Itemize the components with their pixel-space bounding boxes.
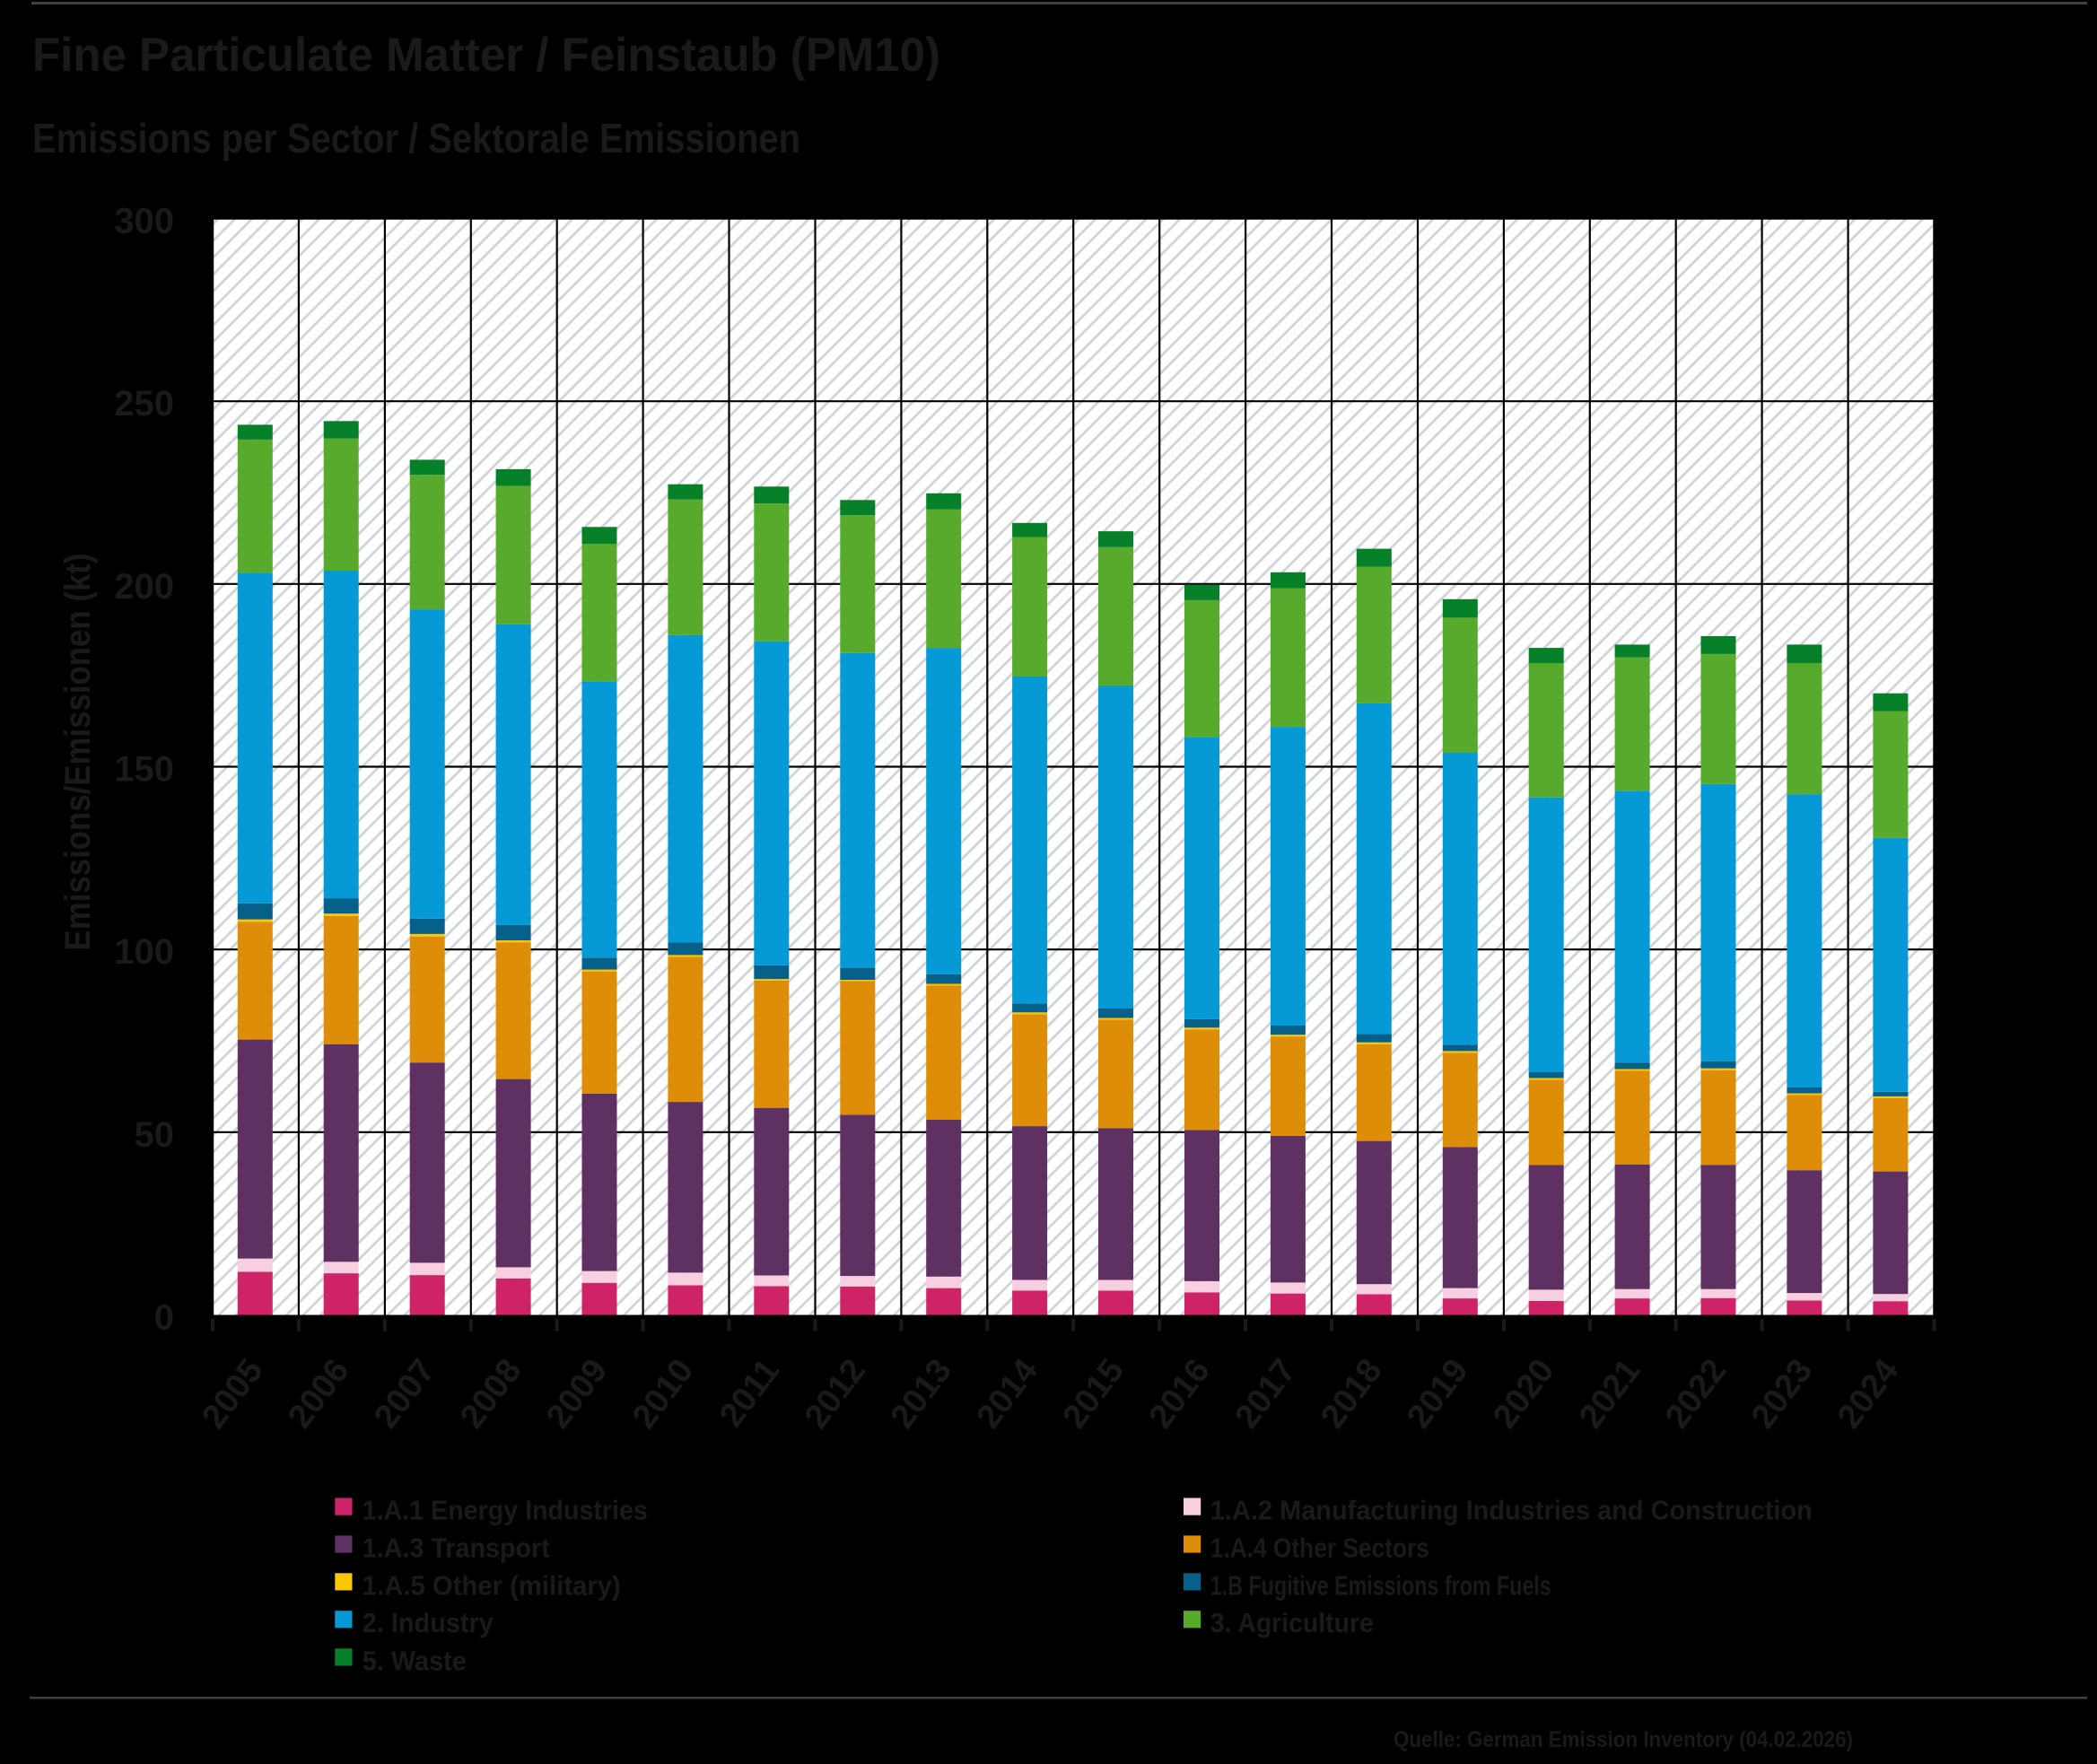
svg-text:Emissions per Sector / Sektora: Emissions per Sector / Sektorale Emissio… [32,115,800,162]
svg-text:Fine Particulate Matter / Fein: Fine Particulate Matter / Feinstaub (PM1… [32,29,940,82]
svg-text:1.A.5 Other (military): 1.A.5 Other (military) [363,1569,621,1601]
svg-text:5. Waste: 5. Waste [363,1645,467,1676]
svg-text:150: 150 [114,750,174,790]
svg-text:Quelle: German Emission Invent: Quelle: German Emission Inventory (04.02… [1394,1727,1853,1752]
svg-text:1.B Fugitive Emissions from Fu: 1.B Fugitive Emissions from Fuels [1210,1569,1551,1601]
svg-text:50: 50 [135,1115,175,1155]
svg-text:100: 100 [114,932,174,972]
svg-text:3. Agriculture: 3. Agriculture [1210,1607,1374,1638]
svg-text:Emissions/Emissionen (kt): Emissions/Emissionen (kt) [58,554,98,951]
svg-text:0: 0 [154,1298,174,1338]
svg-text:1.A.3 Transport: 1.A.3 Transport [363,1532,550,1563]
svg-text:1.A.4 Other Sectors: 1.A.4 Other Sectors [1210,1532,1429,1563]
svg-text:1.A.1 Energy Industries: 1.A.1 Energy Industries [363,1495,648,1526]
svg-text:250: 250 [114,384,174,424]
svg-text:2. Industry: 2. Industry [363,1607,494,1638]
svg-text:1.A.2 Manufacturing Industries: 1.A.2 Manufacturing Industries and Const… [1210,1495,1813,1526]
svg-text:200: 200 [114,567,174,607]
svg-text:300: 300 [114,202,174,241]
